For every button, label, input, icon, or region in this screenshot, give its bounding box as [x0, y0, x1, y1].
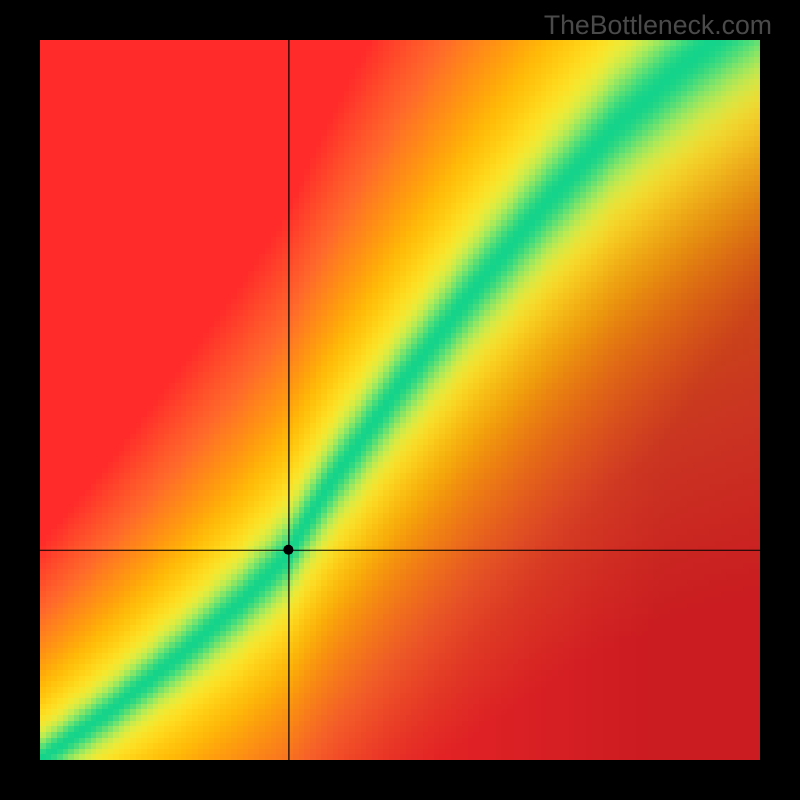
watermark-label: TheBottleneck.com	[544, 10, 772, 41]
bottleneck-heatmap	[0, 0, 800, 800]
